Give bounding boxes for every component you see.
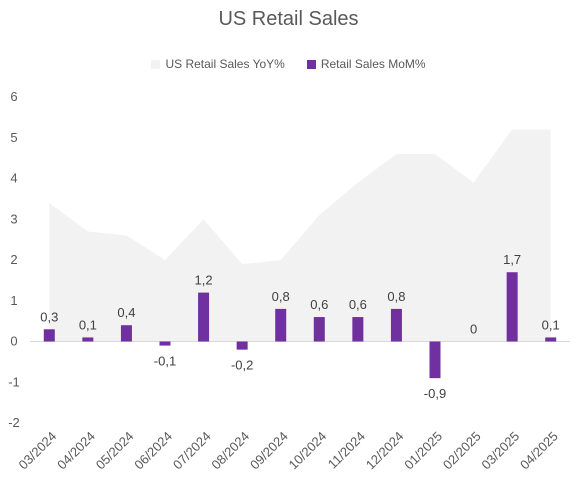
- data-label: 0,8: [272, 289, 290, 304]
- x-tick-label: 03/2025: [478, 429, 522, 473]
- y-tick-label: 2: [10, 252, 17, 267]
- legend-label-yoy: US Retail Sales YoY%: [165, 57, 285, 71]
- bar-mom: [352, 317, 364, 342]
- x-tick-label: 09/2024: [247, 429, 291, 473]
- chart-title: US Retail Sales: [218, 8, 359, 30]
- x-tick-label: 12/2024: [363, 429, 407, 473]
- legend-label-mom: Retail Sales MoM%: [320, 57, 426, 71]
- bar-mom: [506, 272, 518, 342]
- x-tick-label: 05/2024: [93, 429, 137, 473]
- x-tick-label: 02/2025: [440, 429, 484, 473]
- data-label: -0,9: [424, 386, 446, 401]
- x-tick-label: 01/2025: [401, 429, 445, 473]
- x-tick-label: 03/2024: [16, 429, 60, 473]
- y-tick-label: 3: [10, 211, 17, 226]
- x-tick-label: 04/2025: [517, 429, 561, 473]
- legend-item-yoy: US Retail Sales YoY%: [151, 57, 285, 71]
- bar-mom: [429, 341, 441, 379]
- data-label: 0: [470, 322, 477, 337]
- bar-mom: [120, 325, 132, 342]
- data-label: 0,6: [310, 297, 328, 312]
- y-tick-label: 6: [10, 89, 17, 104]
- bar-mom: [236, 341, 248, 350]
- bar-mom: [159, 341, 171, 346]
- bar-mom: [390, 308, 402, 342]
- data-label: 0,6: [349, 297, 367, 312]
- x-tick-label: 11/2024: [325, 429, 368, 472]
- y-tick-label: 0: [10, 334, 17, 349]
- bar-mom: [43, 329, 55, 342]
- y-tick-label: 1: [10, 293, 17, 308]
- area-series-yoy: [49, 129, 551, 342]
- data-label: 1,2: [195, 273, 213, 288]
- y-tick-label: 4: [10, 171, 17, 186]
- data-label: 0,3: [40, 309, 58, 324]
- x-tick-label: 04/2024: [54, 429, 98, 473]
- legend-item-mom: Retail Sales MoM%: [306, 57, 426, 71]
- bar-mom: [82, 337, 94, 342]
- data-label: 0,1: [79, 317, 97, 332]
- data-label: 0,4: [117, 305, 135, 320]
- bar-mom: [198, 292, 210, 342]
- data-label: 1,7: [503, 252, 521, 267]
- data-label: 0,1: [542, 317, 560, 332]
- bar-mom: [275, 308, 287, 342]
- legend-swatch-yoy: [151, 59, 161, 69]
- bar-mom: [545, 337, 557, 342]
- bar-mom: [313, 317, 325, 342]
- x-tick-label: 08/2024: [208, 429, 252, 473]
- y-tick-label: -2: [8, 415, 20, 430]
- legend: US Retail Sales YoY% Retail Sales MoM%: [0, 57, 577, 71]
- x-tick-label: 10/2024: [286, 429, 330, 473]
- legend-swatch-mom: [306, 59, 316, 69]
- data-label: -0,2: [231, 358, 253, 373]
- y-tick-label: -1: [8, 374, 20, 389]
- data-label: 0,8: [387, 289, 405, 304]
- y-tick-label: 5: [10, 130, 17, 145]
- data-label: -0,1: [154, 354, 176, 369]
- x-tick-label: 06/2024: [131, 429, 175, 473]
- x-tick-label: 07/2024: [170, 429, 214, 473]
